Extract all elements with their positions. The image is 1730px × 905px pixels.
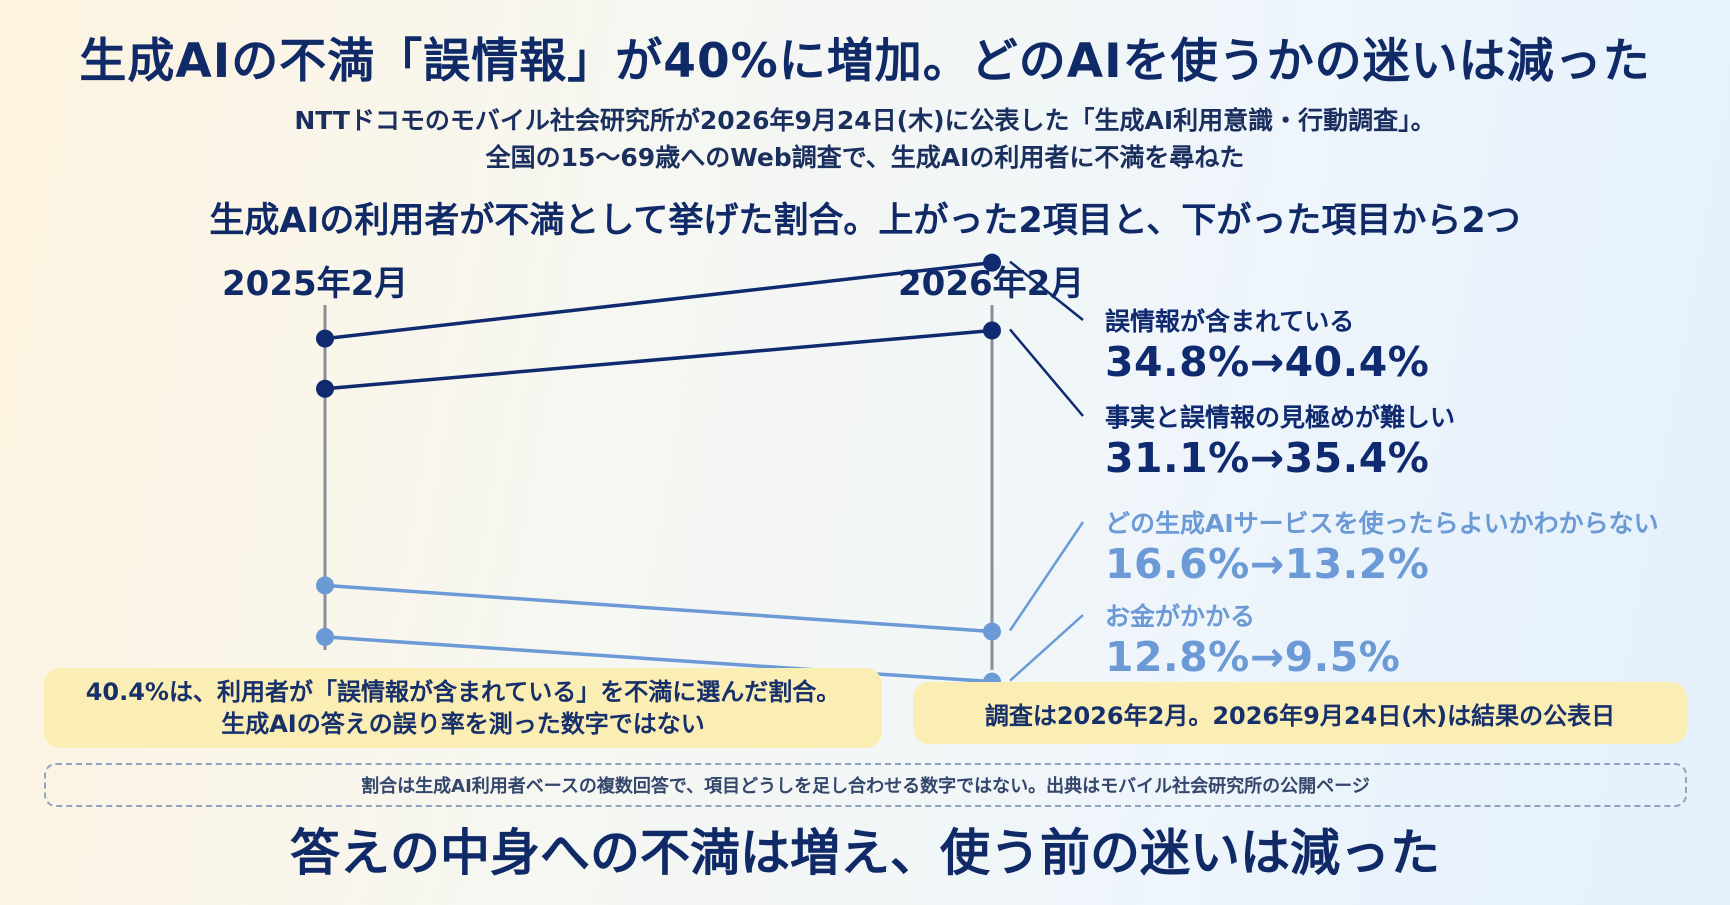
series-label-3: どの生成AIサービスを使ったらよいかわからない 16.6%→13.2% [1105, 504, 1659, 588]
subtitle-line-2: 全国の15〜69歳へのWeb調査で、生成AIの利用者に不満を尋ねた [485, 143, 1245, 172]
series-label-4: お金がかかる 12.8%→9.5% [1105, 597, 1400, 681]
note-left-line-1: 40.4%は、利用者が「誤情報が含まれている」を不満に選んだ割合。 [85, 677, 841, 706]
point-2025-series-4 [316, 627, 334, 646]
series-value-1: 34.8%→40.4% [1105, 338, 1430, 386]
series-line-3 [324, 583, 993, 634]
point-2026-series-2 [983, 321, 1001, 340]
series-line-4 [324, 635, 993, 684]
point-2026-series-1 [983, 253, 1001, 272]
series-name-4: お金がかかる [1105, 602, 1256, 631]
series-value-3: 16.6%→13.2% [1105, 540, 1430, 588]
period-label-2025: 2025年2月 [222, 264, 409, 304]
note-right-text: 調査は2026年2月。2026年9月24日(木)は結果の公表日 [984, 701, 1616, 730]
leader-line-4 [1009, 614, 1084, 682]
conclusion: 答えの中身への不満は増え、使う前の迷いは減った [290, 824, 1440, 882]
series-name-3: どの生成AIサービスを使ったらよいかわからない [1105, 509, 1659, 538]
note-left-line-2: 生成AIの答えの誤り率を測った数字ではない [221, 710, 705, 738]
source-note-text: 割合は生成AI利用者ベースの複数回答で、項目どうしを足し合わせる数字ではない。出… [361, 776, 1370, 797]
leader-line-3 [1008, 521, 1085, 632]
series-name-2: 事実と誤情報の見極めが難しい [1105, 403, 1456, 432]
series-name-1: 誤情報が含まれている [1105, 307, 1355, 336]
series-label-1: 誤情報が含まれている 34.8%→40.4% [1105, 302, 1429, 386]
chart-title: 生成AIの利用者が不満として挙げた割合。上がった2項目と、下がった項目から2つ [209, 201, 1521, 241]
point-2025-series-2 [316, 379, 334, 398]
note-right: 調査は2026年2月。2026年9月24日(木)は結果の公表日 [913, 682, 1687, 744]
leader-line-1 [1009, 260, 1084, 321]
point-2025-series-1 [316, 329, 334, 348]
series-label-2: 事実と誤情報の見極めが難しい 31.1%→35.4% [1105, 398, 1455, 482]
note-left: 40.4%は、利用者が「誤情報が含まれている」を不満に選んだ割合。 生成AIの答… [44, 668, 882, 748]
point-2026-series-3 [983, 622, 1001, 641]
series-line-1 [324, 260, 993, 341]
series-value-4: 12.8%→9.5% [1105, 633, 1401, 681]
point-2025-series-3 [316, 576, 334, 595]
source-note: 割合は生成AI利用者ベースの複数回答で、項目どうしを足し合わせる数字ではない。出… [44, 763, 1687, 807]
series-value-2: 31.1%→35.4% [1105, 434, 1430, 482]
subtitle-line-1: NTTドコモのモバイル社会研究所が2026年9月24日(木)に公表した「生成AI… [294, 106, 1436, 135]
series-line-2 [324, 328, 993, 391]
leader-line-2 [1009, 328, 1084, 417]
main-title: 生成AIの不満「誤情報」が40%に増加。どのAIを使うかの迷いは減った [79, 34, 1651, 89]
